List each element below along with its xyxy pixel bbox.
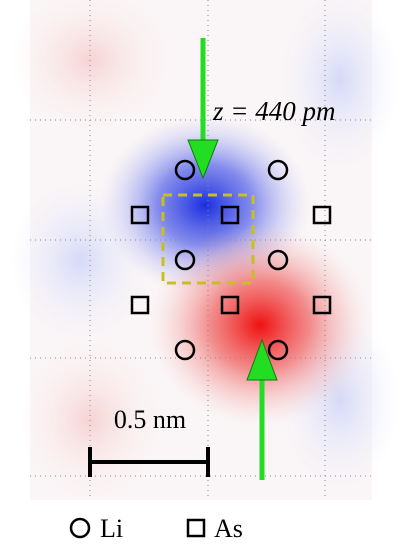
scale-label: 0.5 nm bbox=[114, 405, 186, 434]
height-label: z = 440 pm bbox=[212, 96, 335, 126]
legend: Li As bbox=[71, 514, 243, 543]
figure: z = 440 pm 0.5 nm Li As bbox=[0, 0, 402, 547]
legend-label: As bbox=[214, 514, 243, 543]
page: z = 440 pm 0.5 nm Li As (() => { const d… bbox=[0, 0, 402, 547]
legend-label: Li bbox=[100, 514, 123, 543]
